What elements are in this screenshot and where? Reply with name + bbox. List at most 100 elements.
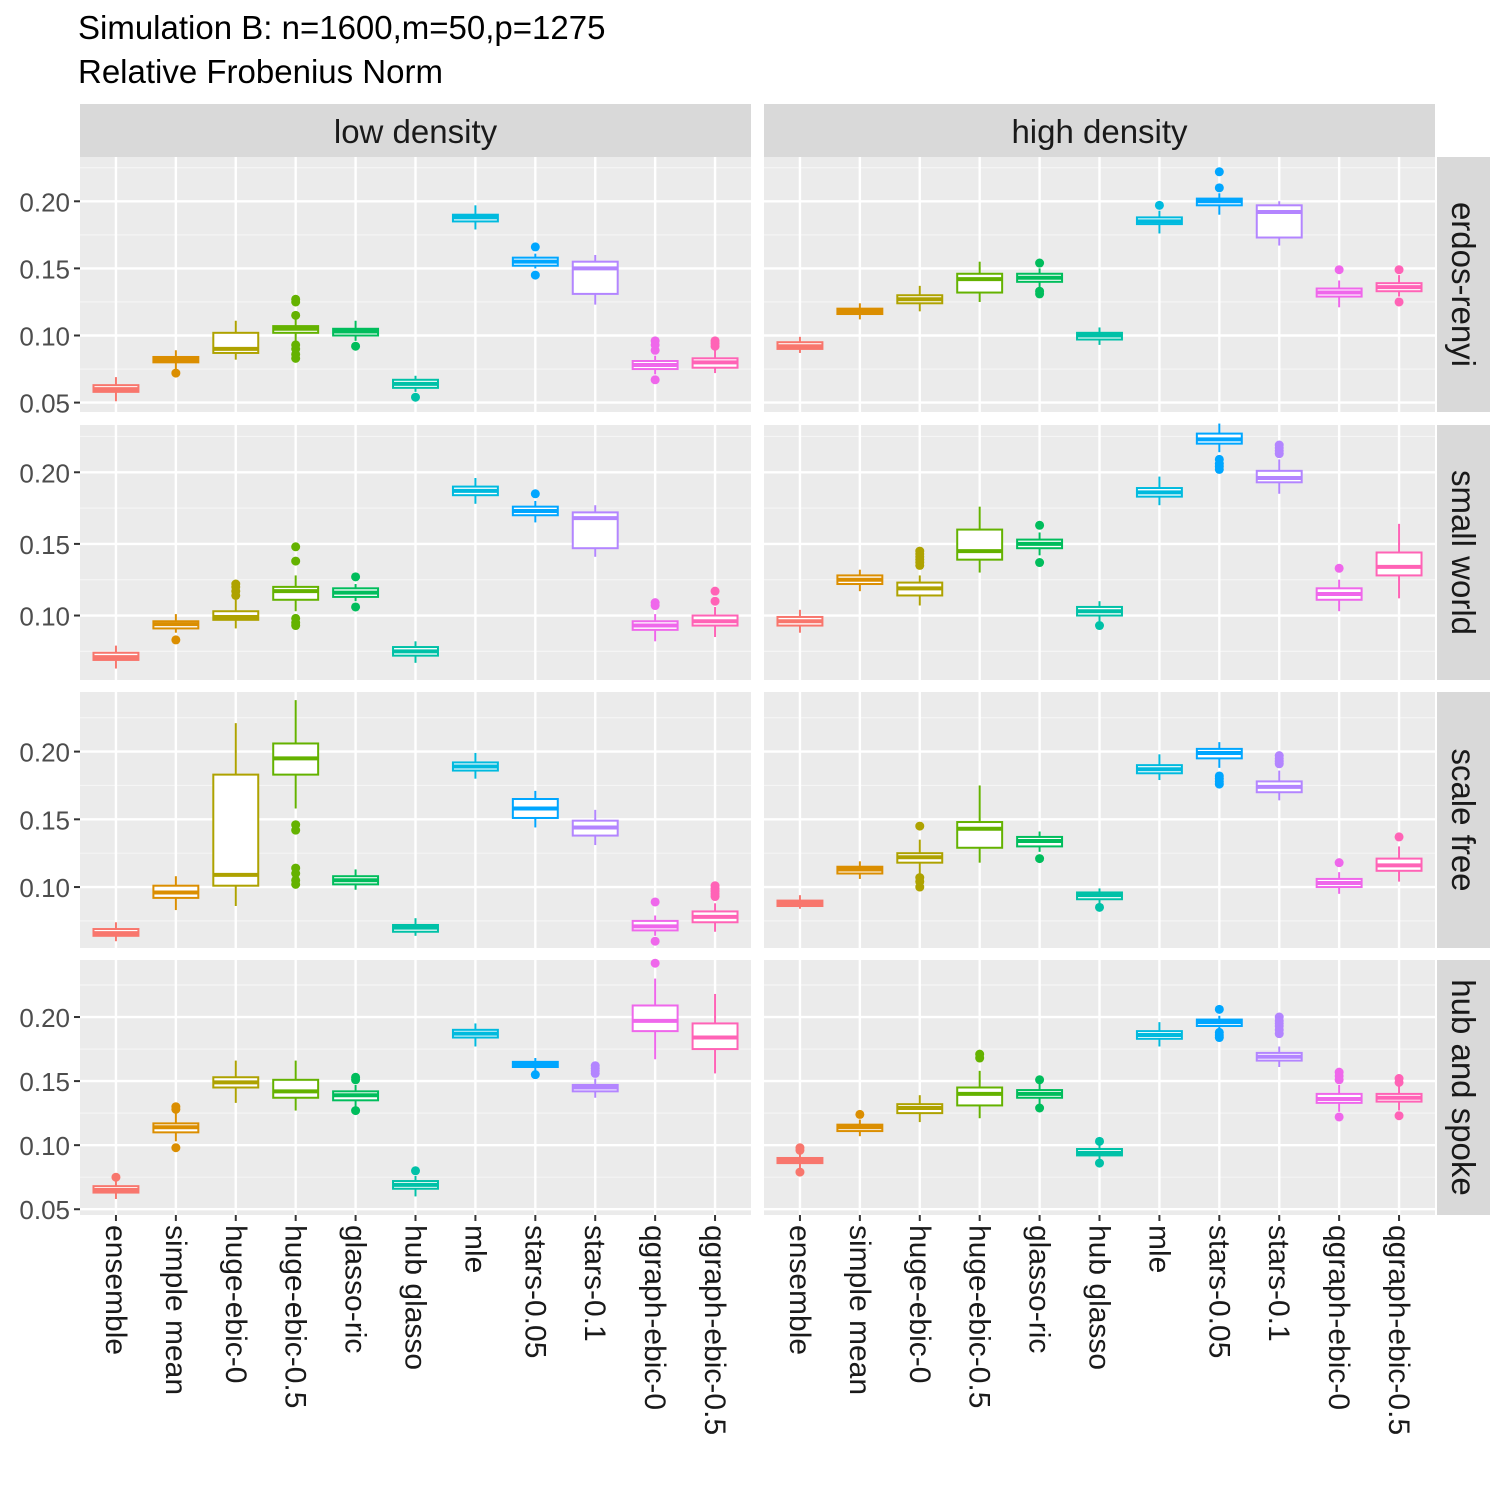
outlier-point-scale-free-low-density-huge-ebic-0-5 <box>291 869 301 879</box>
x-tick-label-mle: mle <box>1142 1225 1175 1273</box>
outlier-point-erdos-renyi-low-density-qgraph-ebic-0-5 <box>710 341 720 351</box>
outlier-point-hub-and-spoke-high-density-glasso-ric <box>1035 1103 1045 1113</box>
outlier-point-hub-and-spoke-low-density-stars-0-05 <box>530 1070 540 1080</box>
outlier-point-erdos-renyi-low-density-qgraph-ebic-0 <box>650 375 660 385</box>
outlier-point-small-world-low-density-qgraph-ebic-0-5 <box>710 596 720 606</box>
outlier-point-scale-free-high-density-glasso-ric <box>1035 854 1045 864</box>
outlier-point-small-world-low-density-qgraph-ebic-0 <box>650 601 660 611</box>
chart-title-block: Simulation B: n=1600,m=50,p=1275 Relativ… <box>78 6 605 94</box>
outlier-point-erdos-renyi-high-density-glasso-ric <box>1035 258 1045 268</box>
y-tick-label: 0.10 <box>19 322 70 352</box>
y-tick-label: 0.15 <box>19 254 70 284</box>
outlier-point-scale-free-low-density-qgraph-ebic-0 <box>650 936 660 946</box>
outlier-point-erdos-renyi-low-density-huge-ebic-0-5 <box>291 310 301 320</box>
outlier-point-scale-free-high-density-qgraph-ebic-0-5 <box>1394 832 1404 842</box>
y-tick-label: 0.05 <box>19 1195 70 1225</box>
box-scale-free-low-density-huge-ebic-0 <box>212 773 260 887</box>
chart-subtitle: Relative Frobenius Norm <box>78 53 443 90</box>
outlier-point-hub-and-spoke-low-density-simple-mean <box>171 1143 181 1153</box>
facet-strip-small-world <box>1437 425 1490 680</box>
outlier-point-hub-and-spoke-high-density-qgraph-ebic-0 <box>1334 1075 1344 1085</box>
y-tick-label: 0.10 <box>19 1131 70 1161</box>
x-tick-label-qgraph-ebic-0: qgraph-ebic-0 <box>638 1225 671 1410</box>
outlier-point-erdos-renyi-high-density-stars-0-05 <box>1214 183 1224 193</box>
outlier-point-small-world-high-density-qgraph-ebic-0 <box>1334 563 1344 573</box>
outlier-point-hub-and-spoke-high-density-hub-glasso <box>1095 1158 1104 1168</box>
x-tick-label-ensemble: ensemble <box>783 1225 816 1355</box>
outlier-point-small-world-low-density-simple-mean <box>171 635 181 645</box>
x-tick-label-glasso-ric: glasso-ric <box>1023 1225 1056 1353</box>
x-tick-label-mle: mle <box>458 1225 491 1273</box>
facet-strip-hub-and-spoke <box>1437 960 1490 1215</box>
outlier-point-small-world-high-density-huge-ebic-0 <box>915 560 925 570</box>
y-tick-label: 0.15 <box>19 805 70 835</box>
facet-strip-low-density <box>80 104 751 157</box>
x-tick-label-stars-0-05: stars-0.05 <box>1202 1225 1235 1358</box>
y-tick-label: 0.05 <box>19 389 70 419</box>
outlier-point-hub-and-spoke-low-density-qgraph-ebic-0 <box>650 958 660 968</box>
outlier-point-hub-and-spoke-high-density-huge-ebic-0-5 <box>975 1053 985 1063</box>
outlier-point-hub-and-spoke-low-density-hub-glasso <box>411 1166 420 1176</box>
facet-label-scale-free: scale free <box>1445 748 1482 891</box>
x-tick-label-stars-0-1: stars-0.1 <box>1262 1225 1295 1342</box>
outlier-point-hub-and-spoke-high-density-qgraph-ebic-0-5 <box>1394 1077 1404 1087</box>
x-tick-label-ensemble: ensemble <box>99 1225 132 1355</box>
y-tick-label: 0.15 <box>19 530 70 560</box>
outlier-point-erdos-renyi-low-density-huge-ebic-0-5 <box>291 297 301 307</box>
facet-strip-high-density <box>764 104 1435 157</box>
y-tick-label: 0.10 <box>19 602 70 632</box>
x-tick-label-stars-0-1: stars-0.1 <box>578 1225 611 1342</box>
facet-strip-erdos-renyi <box>1437 157 1490 412</box>
y-tick-label: 0.20 <box>19 187 70 217</box>
y-tick-label: 0.20 <box>19 738 70 768</box>
x-tick-label-hub-glasso: hub glasso <box>1083 1225 1116 1370</box>
outlier-point-small-world-low-density-huge-ebic-0-5 <box>291 621 301 631</box>
outlier-point-erdos-renyi-low-density-qgraph-ebic-0 <box>650 345 660 355</box>
outlier-point-hub-and-spoke-low-density-stars-0-1 <box>590 1068 600 1078</box>
outlier-point-hub-and-spoke-low-density-glasso-ric <box>351 1106 361 1116</box>
outlier-point-erdos-renyi-high-density-mle <box>1154 200 1164 210</box>
outlier-point-hub-and-spoke-low-density-glasso-ric <box>351 1075 361 1085</box>
outlier-point-hub-and-spoke-low-density-ensemble <box>111 1172 121 1182</box>
outlier-point-erdos-renyi-low-density-huge-ebic-0-5 <box>291 353 301 363</box>
outlier-point-small-world-high-density-hub-glasso <box>1095 621 1104 631</box>
box-hub-and-spoke-low-density-huge-ebic-0-5 <box>272 1078 320 1099</box>
outlier-point-hub-and-spoke-high-density-qgraph-ebic-0-5 <box>1394 1111 1404 1121</box>
facet-label-small-world: small world <box>1445 470 1482 635</box>
outlier-point-small-world-high-density-stars-0-1 <box>1274 449 1284 459</box>
x-tick-label-huge-ebic-0-5: huge-ebic-0.5 <box>963 1225 996 1408</box>
outlier-point-small-world-low-density-qgraph-ebic-0-5 <box>710 586 720 596</box>
outlier-point-erdos-renyi-low-density-stars-0-05 <box>530 270 540 280</box>
outlier-point-hub-and-spoke-high-density-stars-0-05 <box>1214 1004 1224 1014</box>
x-tick-label-stars-0-05: stars-0.05 <box>518 1225 551 1358</box>
outlier-point-scale-free-low-density-huge-ebic-0-5 <box>291 825 301 835</box>
x-tick-label-qgraph-ebic-0-5: qgraph-ebic-0.5 <box>1382 1225 1415 1435</box>
outlier-point-erdos-renyi-high-density-qgraph-ebic-0 <box>1334 265 1344 275</box>
outlier-point-hub-and-spoke-high-density-glasso-ric <box>1035 1075 1045 1085</box>
box-small-world-high-density-huge-ebic-0-5 <box>956 528 1004 561</box>
outlier-point-hub-and-spoke-high-density-ensemble <box>795 1167 805 1177</box>
outlier-point-small-world-low-density-stars-0-05 <box>530 489 540 499</box>
outlier-point-hub-and-spoke-high-density-stars-0-1 <box>1274 1029 1284 1039</box>
outlier-point-scale-free-high-density-stars-0-05 <box>1214 779 1224 789</box>
outlier-point-erdos-renyi-high-density-glasso-ric <box>1035 289 1045 299</box>
outlier-point-scale-free-low-density-huge-ebic-0-5 <box>291 879 301 889</box>
facet-strip-scale-free <box>1437 692 1490 948</box>
y-tick-label: 0.20 <box>19 458 70 488</box>
box-small-world-low-density-huge-ebic-0-5 <box>272 585 320 601</box>
outlier-point-erdos-renyi-low-density-hub-glasso <box>411 392 420 402</box>
box-scale-free-high-density-huge-ebic-0-5 <box>956 821 1004 849</box>
outlier-point-scale-free-high-density-huge-ebic-0 <box>915 821 925 831</box>
x-tick-label-simple-mean: simple mean <box>843 1225 876 1395</box>
facet-label-hub-and-spoke: hub and spoke <box>1445 979 1482 1196</box>
outlier-point-small-world-high-density-glasso-ric <box>1035 558 1045 568</box>
outlier-point-small-world-low-density-glasso-ric <box>351 572 361 582</box>
outlier-point-scale-free-high-density-stars-0-1 <box>1274 759 1284 769</box>
x-tick-label-huge-ebic-0: huge-ebic-0 <box>903 1225 936 1383</box>
outlier-point-hub-and-spoke-high-density-stars-0-05 <box>1214 1033 1224 1043</box>
outlier-point-small-world-low-density-huge-ebic-0 <box>231 590 241 600</box>
box-hub-and-spoke-low-density-qgraph-ebic-0 <box>631 1004 679 1033</box>
x-tick-label-huge-ebic-0: huge-ebic-0 <box>219 1225 252 1383</box>
outlier-point-erdos-renyi-high-density-stars-0-05 <box>1214 167 1224 177</box>
